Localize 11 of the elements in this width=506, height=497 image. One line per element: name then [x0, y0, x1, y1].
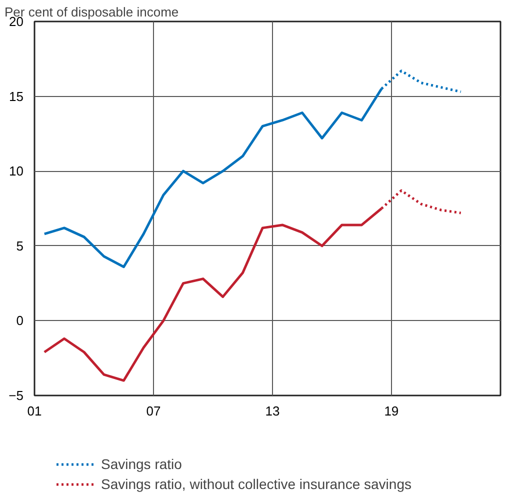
y-tick-label: 15 — [9, 88, 24, 104]
y-tick-label: −5 — [8, 388, 24, 403]
x-tick-label: 13 — [265, 404, 280, 418]
y-tick-label: 10 — [9, 164, 24, 179]
legend-label: Savings ratio, without collective insurance savings — [101, 476, 412, 492]
legend-label: Savings ratio — [101, 456, 182, 472]
x-tick-label: 19 — [384, 404, 399, 418]
x-tick-label: 01 — [27, 404, 42, 418]
y-tick-label: 5 — [16, 238, 24, 254]
y-tick-label: 0 — [16, 313, 24, 328]
x-tick-label: 07 — [146, 404, 161, 418]
